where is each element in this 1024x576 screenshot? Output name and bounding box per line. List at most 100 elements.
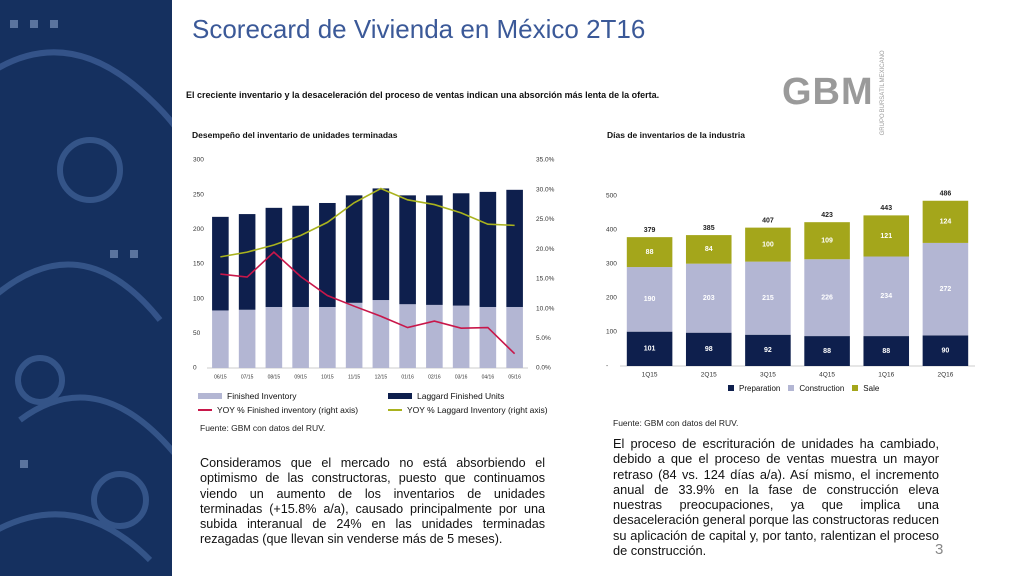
legend-label: Finished Inventory (227, 391, 297, 401)
legend-item: Finished Inventory (198, 389, 388, 403)
data-label: 101 (644, 346, 656, 353)
logo-line: GRUPO (879, 113, 886, 136)
legend-swatch (198, 409, 212, 411)
y-tick-label: 250 (193, 191, 204, 198)
bar-segment (922, 335, 969, 366)
y-tick-label: 100 (606, 329, 617, 336)
bar-segment (399, 304, 416, 368)
data-label: 203 (703, 295, 715, 302)
bar-segment (804, 259, 850, 337)
bar-segment (345, 302, 363, 368)
bar-segment (345, 195, 363, 303)
y-tick-label: 200 (606, 295, 617, 302)
data-label: 215 (762, 295, 774, 302)
x-tick-label: 05/16 (508, 374, 521, 380)
bar-segment (479, 191, 497, 307)
bar-segment (426, 195, 443, 305)
legend-item: YOY % Laggard Inventory (right axis) (388, 403, 578, 417)
x-tick-label: 12/15 (375, 374, 388, 380)
source: Fuente: GBM con datos del RUV. (613, 418, 739, 428)
paragraph: El proceso de escrituración de unidades … (613, 436, 939, 559)
x-tick-label: 04/16 (482, 374, 495, 380)
data-label: 88 (646, 249, 654, 256)
decorative-band (0, 0, 172, 576)
bar-segment (863, 215, 910, 257)
x-tick-label: 1Q16 (878, 372, 894, 379)
y2-tick-label: 35.0% (536, 157, 555, 164)
x-tick-label: 2Q15 (701, 372, 717, 379)
x-tick-label: 03/16 (455, 374, 468, 380)
paragraph: Consideramos que el mercado no está abso… (200, 456, 545, 547)
logo-line: BURSÁTIL (879, 83, 886, 113)
bar-segment (626, 331, 673, 366)
x-tick-label: 08/15 (268, 374, 281, 380)
x-tick-label: 3Q15 (760, 372, 776, 379)
bar-segment (506, 306, 523, 368)
bar-segment (685, 263, 732, 333)
y-tick-label: 500 (606, 193, 617, 200)
bar-segment (399, 195, 416, 305)
logo-lines: GRUPO BURSÁTIL MEXICANO (880, 50, 887, 135)
legend-swatch (198, 393, 222, 399)
bar-segment (265, 306, 283, 368)
total-label: 385 (703, 225, 715, 232)
x-tick-label: 01/16 (401, 374, 414, 380)
total-label: 379 (644, 227, 656, 234)
bar-segment (426, 304, 443, 368)
y-tick-label: 50 (193, 330, 201, 337)
logo: GBM GRUPO BURSÁTIL MEXICANO (782, 50, 887, 135)
data-label: 121 (880, 233, 892, 240)
legend-item: Sale (852, 381, 879, 395)
bar-segment (292, 306, 309, 368)
y2-tick-label: 0.0% (536, 365, 551, 372)
x-tick-label: 1Q15 (642, 372, 658, 379)
legend-item: Preparation (728, 381, 780, 395)
total-label: 443 (880, 205, 892, 212)
logo-text: GBM (782, 71, 874, 114)
bar-segment (212, 310, 229, 368)
legend-label: YOY % Laggard Inventory (right axis) (407, 405, 548, 415)
bar-segment (238, 214, 256, 310)
chart: 0 50 100 150 200 250 300 0.0% 5.0% 10.0% 15.0% 20.0… (193, 157, 555, 381)
legend-label: Preparation (739, 383, 781, 393)
bar-segment (238, 309, 256, 368)
bar-segment (626, 267, 673, 332)
x-tick-label: 07/15 (241, 374, 254, 380)
total-label: 423 (821, 212, 833, 219)
legend-item: Construction (788, 381, 844, 395)
bar-segment (479, 306, 497, 368)
chart-title: Días de inventarios de la industria (607, 130, 745, 140)
bar-segment (452, 305, 470, 368)
y-tick-label: - (606, 363, 608, 370)
legend-item: YOY % Finished inventory (right axis) (198, 403, 388, 417)
slide-title: Scorecard de Vivienda en México 2T16 (192, 14, 646, 44)
x-tick-label: 10/15 (321, 374, 334, 380)
legend-swatch (728, 385, 734, 391)
y2-tick-label: 10.0% (536, 305, 555, 312)
y-tick-label: 200 (193, 226, 204, 233)
slide-subtitle: El creciente inventario y la desacelerac… (186, 90, 660, 100)
data-label: 98 (705, 346, 713, 353)
bar-segment (319, 306, 336, 368)
total-label: 407 (762, 217, 774, 224)
bar-segment (804, 222, 850, 260)
y-tick-label: 300 (193, 157, 204, 164)
bar-segment (863, 336, 910, 366)
data-label: 90 (942, 348, 950, 355)
x-tick-label: 06/15 (214, 374, 227, 380)
legend-swatch (388, 393, 412, 399)
page-number: 3 (935, 541, 944, 558)
x-tick-label: 02/16 (428, 374, 441, 380)
y2-tick-label: 30.0% (536, 186, 555, 193)
bar-segment (212, 216, 229, 311)
total-label: 486 (940, 191, 952, 198)
bar-segment (372, 300, 390, 368)
line (220, 251, 516, 355)
y2-tick-label: 20.0% (536, 246, 555, 253)
data-label: 88 (882, 348, 890, 355)
data-label: 109 (821, 238, 833, 245)
y-tick-label: 150 (193, 261, 204, 268)
legend: Finished Inventory Laggard Finished Units… (198, 389, 578, 417)
bar-segment (685, 235, 732, 264)
